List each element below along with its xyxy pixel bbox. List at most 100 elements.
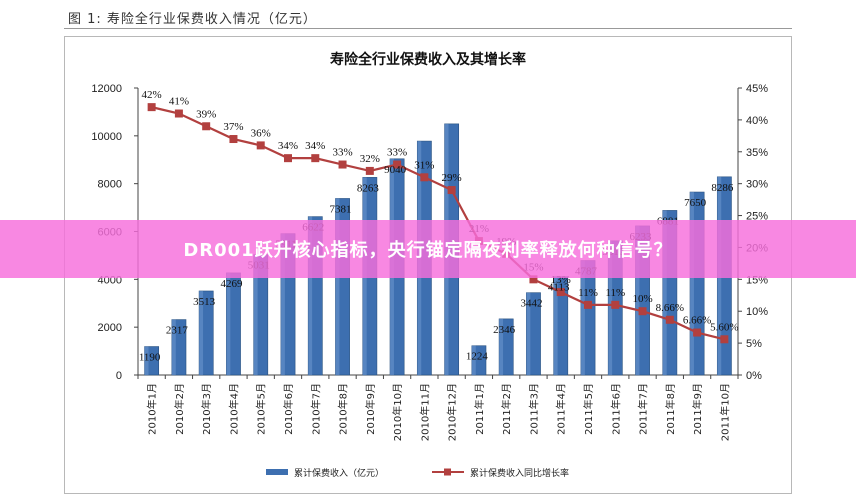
bar-value-label: 1224 (466, 351, 489, 363)
category-label: 2010年8月 (337, 383, 350, 435)
line-point (447, 186, 456, 195)
category-label: 2011年3月 (527, 383, 540, 435)
bar-highlight (662, 210, 667, 375)
line-point (420, 173, 429, 182)
left-tick-label: 0 (116, 370, 122, 382)
line-value-label: 39% (196, 108, 216, 120)
headline-banner[interactable]: DR001跃升核心指标，央行锚定隔夜利率释放何种信号？ (0, 220, 856, 278)
line-point (365, 166, 374, 175)
line-value-label: 8.66% (656, 302, 684, 314)
category-label: 2010年10月 (391, 383, 404, 441)
line-point (256, 141, 265, 150)
right-tick-label: 35% (746, 147, 768, 159)
line-point (720, 335, 729, 344)
bar-value-label: 7381 (330, 203, 352, 215)
bar-value-label: 3513 (193, 296, 216, 308)
right-tick-label: 45% (746, 83, 768, 95)
line-value-label: 31% (414, 159, 434, 171)
line-point (611, 300, 620, 309)
bar-value-label: 7650 (684, 197, 707, 209)
bar-highlight (580, 260, 585, 375)
right-tick-label: 25% (746, 211, 768, 223)
bar-value-label: 4113 (548, 282, 570, 294)
right-tick-label: 40% (746, 115, 768, 127)
bar-highlight (226, 272, 231, 375)
line-point (174, 109, 183, 118)
legend-bar-swatch (266, 469, 288, 475)
line-value-label: 11% (605, 287, 625, 299)
category-label: 2011年4月 (555, 383, 568, 435)
bar-value-label: 4269 (220, 278, 243, 290)
right-tick-label: 10% (746, 306, 768, 318)
line-point (229, 135, 238, 144)
bar-highlight (635, 225, 640, 375)
line-point (147, 103, 156, 112)
category-label: 2010年9月 (364, 383, 377, 435)
bar-highlight (199, 290, 204, 375)
figure-caption: 图 1: 寿险全行业保费收入情况（亿元） (68, 12, 317, 27)
line-value-label: 42% (142, 89, 162, 101)
category-label: 2010年12月 (446, 383, 459, 441)
bar-highlight (308, 216, 313, 375)
category-label: 2011年6月 (609, 383, 622, 435)
category-label: 2011年9月 (691, 383, 704, 435)
caption-divider (64, 28, 792, 29)
left-tick-label: 8000 (98, 179, 122, 191)
bar-value-label: 3442 (520, 298, 542, 310)
chart-title: 寿险全行业保费收入及其增长率 (330, 51, 526, 68)
category-label: 2010年4月 (227, 383, 240, 435)
left-tick-label: 2000 (98, 322, 122, 334)
bar-value-label: 2346 (493, 324, 516, 336)
line-value-label: 6.66% (683, 315, 711, 327)
category-labels: 2010年1月 2010年2月 2010年3月 2010年4月 2010年5月 2010年… (146, 383, 732, 441)
line-value-label: 33% (387, 147, 407, 159)
line-value-label: 32% (360, 153, 380, 165)
bar-highlight (335, 198, 340, 375)
line-value-label: 41% (169, 96, 189, 108)
right-tick-label: 30% (746, 179, 768, 191)
category-label: 2011年7月 (637, 383, 650, 435)
bar-value-label: 2317 (166, 325, 189, 337)
category-label: 2011年5月 (582, 383, 595, 435)
line-value-label: 29% (442, 172, 462, 184)
left-tick-label: 10000 (91, 131, 122, 143)
line-point (529, 275, 538, 284)
headline-text: DR001跃升核心指标，央行锚定隔夜利率释放何种信号？ (183, 240, 673, 261)
line-point (393, 160, 402, 169)
bar-highlight (280, 233, 285, 375)
right-tick-label: 0% (746, 370, 762, 382)
line-point (584, 300, 592, 309)
category-label: 2010年3月 (200, 383, 213, 435)
bar-highlight (171, 319, 176, 375)
category-label: 2011年2月 (500, 383, 513, 435)
bar-value-label: 8286 (711, 182, 734, 194)
bar-highlight (471, 345, 476, 375)
category-label: 2010年6月 (282, 383, 295, 435)
legend-line-label: 累计保费收入同比增长率 (470, 467, 569, 479)
right-tick-label: 5% (746, 338, 762, 350)
category-label: 2010年2月 (173, 383, 186, 435)
line-point (311, 154, 320, 163)
line-value-label: 34% (278, 140, 298, 152)
left-tick-label: 12000 (91, 83, 122, 95)
bar-value-label: 1190 (139, 352, 161, 364)
bar-value-label: 8263 (357, 182, 380, 194)
legend: 累计保费收入（亿元） 累计保费收入同比增长率 (266, 467, 569, 479)
bar-highlight (253, 254, 258, 375)
bar-highlight (144, 346, 149, 375)
bar-highlight (553, 276, 558, 375)
category-label: 2010年5月 (255, 383, 268, 435)
category-label: 2011年10月 (718, 383, 731, 441)
category-label: 2010年11月 (418, 383, 431, 441)
category-label: 2010年1月 (146, 383, 159, 435)
bar-highlight (608, 240, 613, 375)
bar-highlight (499, 318, 504, 375)
line-value-label: 36% (251, 127, 271, 139)
line-value-label: 5.60% (710, 321, 738, 333)
line-point (665, 315, 674, 324)
bar-highlight (690, 192, 694, 375)
category-label: 2011年1月 (473, 383, 486, 435)
line-point (202, 122, 211, 131)
bar-highlight (526, 292, 531, 375)
line-point (693, 328, 702, 337)
